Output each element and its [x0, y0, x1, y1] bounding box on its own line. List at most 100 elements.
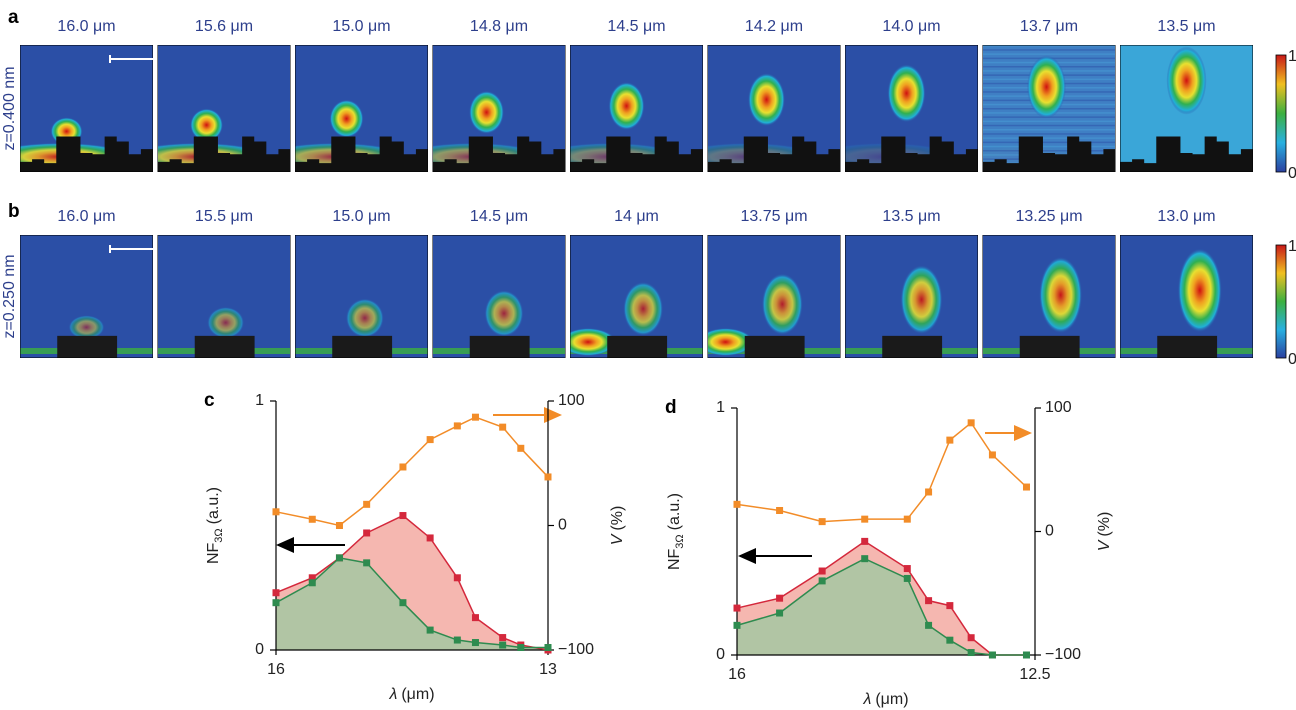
- y-tick-label: 1: [716, 399, 725, 416]
- image-title: 15.0 μm: [332, 208, 390, 225]
- marker: [1022, 483, 1030, 491]
- marker: [517, 444, 525, 452]
- image-title: 14.5 μm: [470, 208, 528, 225]
- x-tick-label: 13: [539, 661, 557, 678]
- hot-spot: [469, 90, 505, 134]
- side-label: z=0.250 nm: [1, 254, 18, 338]
- substrate: [332, 335, 393, 358]
- image-title: 15.5 μm: [195, 208, 253, 225]
- marker: [861, 555, 869, 563]
- marker: [272, 599, 280, 607]
- substrate: [882, 335, 943, 358]
- series-line: [275, 416, 549, 527]
- y2-label: V (%): [609, 506, 626, 546]
- y-label-main: NF: [205, 542, 222, 564]
- marker: [272, 508, 280, 516]
- noise-streak: [982, 137, 1116, 139]
- x-label-unit: (μm): [401, 686, 434, 703]
- heatmap: [982, 45, 1116, 172]
- heatmap: [295, 235, 428, 358]
- y2-tick-label: −100: [558, 641, 594, 658]
- substrate: [1019, 335, 1080, 358]
- marker: [818, 577, 826, 585]
- marker: [967, 649, 975, 657]
- y2-tick-label: 0: [558, 517, 567, 534]
- colorbar-label: 1: [1288, 238, 1296, 255]
- substrate: [157, 136, 291, 172]
- heatmap: [707, 45, 841, 172]
- marker: [308, 515, 316, 523]
- substrate: [707, 136, 841, 172]
- y2-label-unit: (%): [609, 506, 626, 531]
- marker: [363, 559, 371, 567]
- substrate: [1120, 136, 1253, 172]
- hot-spot: [900, 265, 943, 335]
- heatmap: [982, 235, 1116, 358]
- marker: [988, 651, 996, 659]
- marker: [308, 579, 316, 587]
- heatmap: [295, 45, 428, 172]
- noise-streak: [982, 150, 1116, 152]
- hot-spot: [623, 281, 664, 336]
- image-title: 15.6 μm: [195, 18, 253, 35]
- heatmap: [20, 45, 153, 172]
- marker: [471, 639, 479, 647]
- panel-label: b: [8, 201, 20, 222]
- marker: [903, 565, 911, 573]
- series-line: [736, 557, 1027, 656]
- noise-streak: [982, 49, 1116, 51]
- panel-label: c: [204, 390, 215, 411]
- x-label-symbol: λ: [862, 691, 871, 708]
- image-title: 14 μm: [614, 208, 659, 225]
- marker: [308, 574, 316, 582]
- marker: [499, 634, 507, 642]
- marker: [363, 529, 371, 537]
- substrate: [845, 136, 978, 172]
- noise-streak: [982, 120, 1116, 123]
- marker: [499, 423, 507, 431]
- y2-tick-label: 100: [1045, 399, 1072, 416]
- marker: [967, 634, 975, 642]
- substrate: [194, 335, 255, 358]
- marker: [272, 589, 280, 597]
- x-label-unit: (μm): [875, 691, 908, 708]
- y-tick-label: 0: [255, 641, 264, 658]
- y-tick-label: 0: [716, 646, 725, 663]
- image-title: 16.0 μm: [57, 18, 115, 35]
- area: [276, 557, 548, 650]
- colorbar-label: 0: [1288, 165, 1296, 182]
- heatmap: [570, 45, 703, 172]
- marker: [335, 554, 343, 562]
- noise-streak: [982, 133, 1116, 135]
- marker: [946, 436, 954, 444]
- marker: [453, 574, 461, 582]
- marker: [335, 522, 343, 529]
- hot-spot: [484, 290, 524, 337]
- marker: [399, 463, 407, 471]
- series-line: [736, 540, 1027, 656]
- marker: [967, 419, 975, 427]
- hot-spot: [190, 108, 224, 142]
- area: [737, 558, 1027, 655]
- heatmap: [157, 235, 291, 358]
- marker: [471, 413, 479, 421]
- noise-streak: [982, 129, 1116, 131]
- hot-spot: [1027, 55, 1067, 119]
- marker: [733, 621, 741, 629]
- y-label: NF3Ω (a.u.): [205, 487, 225, 564]
- hot-spot: [68, 315, 105, 340]
- hot-spot: [1039, 256, 1083, 334]
- colorbar: [1275, 54, 1287, 173]
- substrate: [20, 136, 153, 172]
- panel-label: d: [665, 397, 677, 418]
- hot-spot: [761, 273, 803, 335]
- hot-spot: [1177, 248, 1222, 333]
- marker: [925, 488, 933, 496]
- hot-spot: [887, 64, 926, 123]
- image-title: 14.8 μm: [470, 18, 528, 35]
- heatmap: [20, 235, 153, 358]
- y-label: NF3Ω (a.u.): [666, 493, 686, 570]
- noise-streak: [982, 124, 1116, 127]
- marker: [776, 609, 784, 617]
